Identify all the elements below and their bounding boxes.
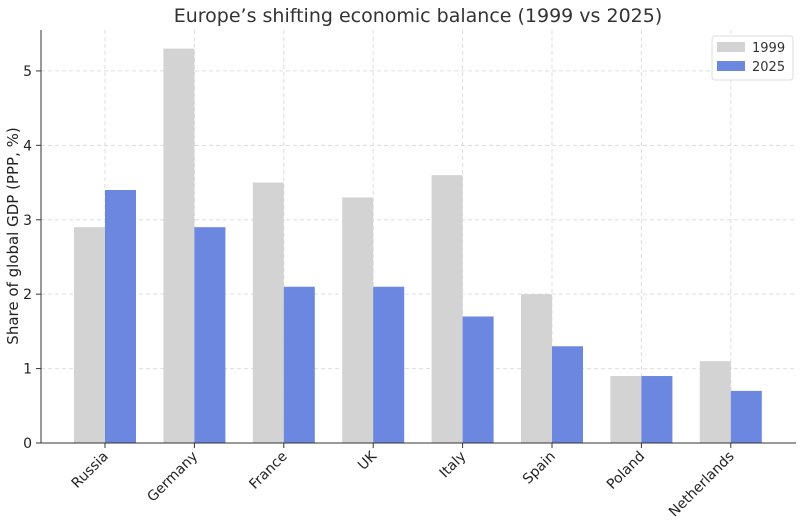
y-tick-label: 3 bbox=[23, 213, 32, 229]
y-axis-label: Share of global GDP (PPP, %) bbox=[4, 127, 22, 344]
bar-2025-uk bbox=[373, 286, 405, 443]
y-tick-label: 1 bbox=[23, 362, 32, 378]
y-tick-label: 2 bbox=[23, 287, 32, 303]
x-tick-label: Netherlands bbox=[666, 449, 738, 521]
bar-2025-france bbox=[283, 286, 315, 443]
bar-2025-spain bbox=[552, 346, 583, 443]
x-tick-label: Russia bbox=[69, 449, 112, 492]
bar-1999-italy bbox=[431, 175, 463, 444]
bar-2025-poland bbox=[641, 376, 673, 443]
bar-1999-germany bbox=[163, 48, 195, 443]
bar-2025-russia bbox=[105, 189, 136, 443]
legend-swatch-1999 bbox=[717, 42, 745, 52]
x-tick-label: UK bbox=[355, 448, 381, 474]
bar-1999-france bbox=[252, 182, 284, 443]
y-tick-label: 5 bbox=[23, 64, 32, 80]
legend-label: 1999 bbox=[752, 41, 785, 56]
x-tick-label: Germany bbox=[144, 449, 201, 506]
bar-1999-netherlands bbox=[699, 361, 731, 443]
x-tick-label: Spain bbox=[520, 449, 559, 488]
x-tick-label: Poland bbox=[604, 449, 648, 493]
bar-2025-italy bbox=[462, 316, 494, 443]
bar-1999-russia bbox=[74, 227, 105, 443]
x-tick-label: Italy bbox=[437, 449, 470, 482]
legend-label: 2025 bbox=[752, 60, 785, 75]
legend-swatch-2025 bbox=[717, 61, 745, 71]
x-tick-label: France bbox=[246, 449, 290, 493]
chart-title: Europe’s shifting economic balance (1999… bbox=[174, 5, 663, 27]
bar-1999-uk bbox=[342, 197, 374, 443]
bar-1999-spain bbox=[521, 294, 552, 443]
bar-1999-poland bbox=[610, 376, 642, 443]
legend: 1999 2025 bbox=[711, 35, 794, 81]
y-tick-label: 0 bbox=[23, 436, 32, 452]
y-tick-label: 4 bbox=[23, 138, 32, 154]
bar-2025-germany bbox=[194, 227, 226, 443]
bar-2025-netherlands bbox=[730, 390, 762, 443]
